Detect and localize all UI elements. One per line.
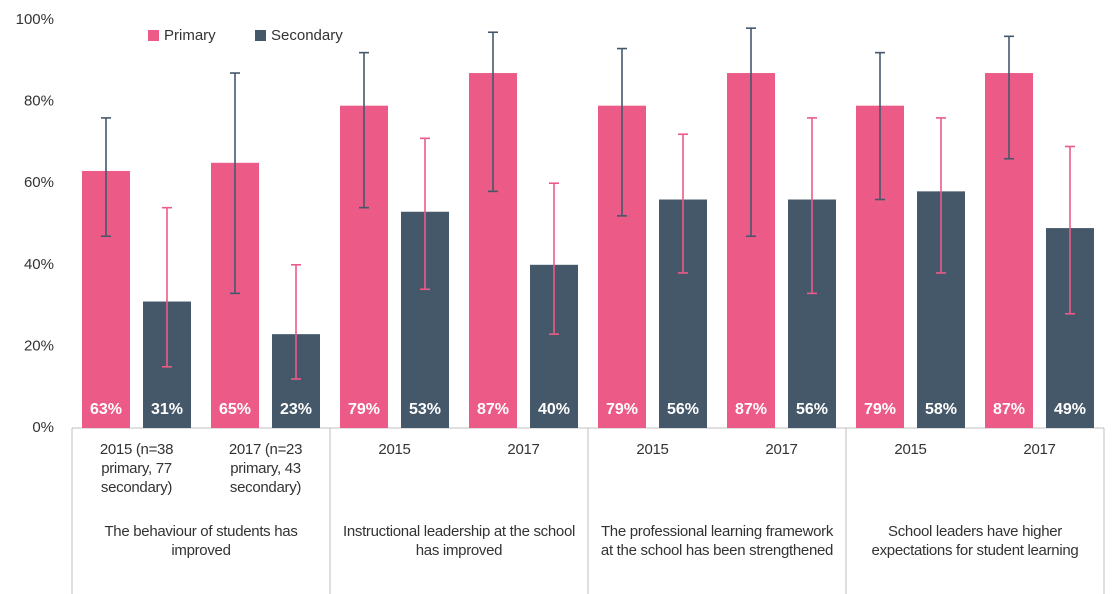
value-label: 87%: [477, 401, 509, 418]
x-tick-label: 2017 (n=23 primary, 43 secondary): [228, 441, 303, 496]
value-label: 65%: [219, 401, 251, 418]
value-label: 31%: [151, 401, 183, 418]
y-tick-label: 100%: [16, 11, 54, 28]
value-label: 79%: [606, 401, 638, 418]
value-label: 87%: [735, 401, 767, 418]
value-label: 40%: [538, 401, 570, 418]
value-label: 63%: [90, 401, 122, 418]
x-tick-label: 2017: [1023, 441, 1056, 458]
y-tick-label: 20%: [24, 337, 54, 354]
x-tick-label: 2017: [507, 441, 540, 458]
value-label: 58%: [925, 401, 957, 418]
x-tick-label: 2015: [636, 441, 669, 458]
y-tick-label: 80%: [24, 93, 54, 110]
y-tick-label: 60%: [24, 174, 54, 191]
value-label: 53%: [409, 401, 441, 418]
legend-label: Secondary: [271, 27, 343, 44]
value-label: 49%: [1054, 401, 1086, 418]
value-label: 79%: [864, 401, 896, 418]
y-tick-label: 0%: [32, 419, 54, 436]
x-tick-label: 2015: [378, 441, 411, 458]
group-label: Instructional leadership at the school h…: [342, 523, 576, 559]
legend-label: Primary: [164, 27, 216, 44]
x-tick-label: 2015: [894, 441, 927, 458]
value-label: 79%: [348, 401, 380, 418]
value-label: 23%: [280, 401, 312, 418]
x-tick-label: 2015 (n=38 primary, 77 secondary): [99, 441, 174, 496]
legend-swatch: [255, 30, 266, 41]
group-label: The behaviour of students has improved: [104, 523, 298, 559]
value-label: 87%: [993, 401, 1025, 418]
y-tick-label: 40%: [24, 256, 54, 273]
value-label: 56%: [796, 401, 828, 418]
group-label: School leaders have higher expectations …: [871, 523, 1079, 559]
x-tick-label: 2017: [765, 441, 798, 458]
value-label: 56%: [667, 401, 699, 418]
group-label: The professional learning framework at t…: [600, 523, 834, 559]
legend-swatch: [148, 30, 159, 41]
